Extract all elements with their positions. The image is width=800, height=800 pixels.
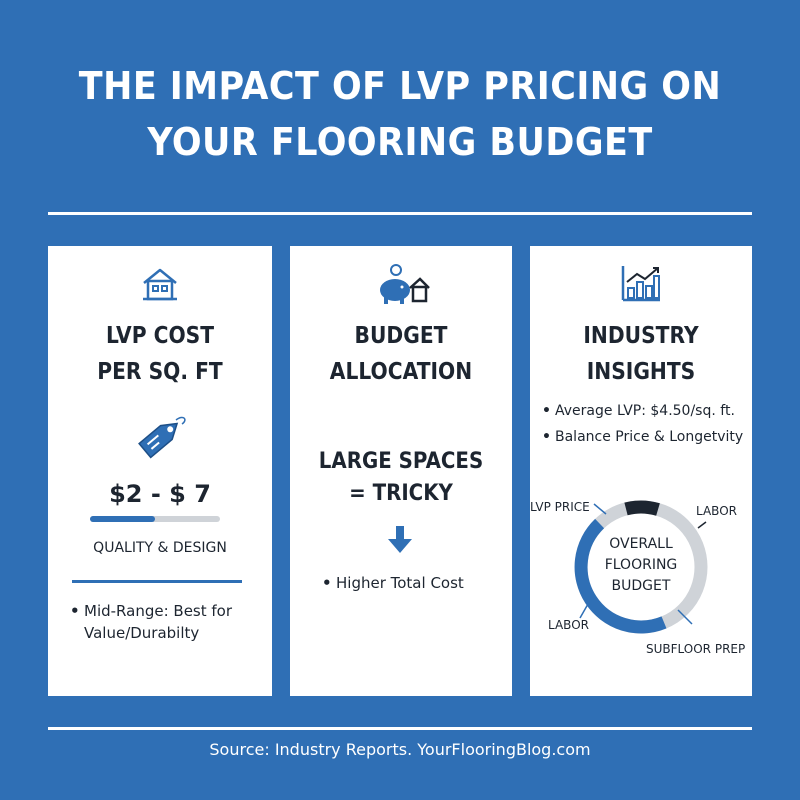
ring-segment-blue xyxy=(574,518,667,634)
card-lvp-cost: LVP COST PER SQ. FT $2 - $ 7 QUALITY & D… xyxy=(48,246,272,696)
house-icon xyxy=(143,268,177,301)
card-heading: INDUSTRY INSIGHTS xyxy=(543,318,738,390)
large-spaces-line-2: = TRICKY xyxy=(349,481,453,506)
budget-ring xyxy=(574,500,708,634)
ring-label-subfloor: SUBFLOOR PREP xyxy=(646,642,746,656)
title-line-1: THE IMPACT OF LVP PRICING ON xyxy=(78,64,722,108)
card-industry-insights: INDUSTRY INSIGHTS • Average LVP: $4.50/s… xyxy=(530,246,752,696)
bullet-line-2: Value/Durabilty xyxy=(84,624,200,642)
ring-center-line-3: BUDGET xyxy=(611,578,671,594)
bullet-line-1: Mid-Range: Best for xyxy=(84,602,233,620)
page-title: THE IMPACT OF LVP PRICING ON YOUR FLOORI… xyxy=(32,58,768,170)
heading-line-2: PER SQ. FT xyxy=(97,359,223,385)
bullet-mid-range: • Mid-Range: Best for Value/Durabilty xyxy=(70,600,260,644)
heading-line-1: LVP COST xyxy=(105,323,215,349)
bullet-average-lvp: • Average LVP: $4.50/sq. ft. xyxy=(542,400,748,422)
ring-label-labor-top: LABOR xyxy=(696,504,737,518)
ring-center-line-1: OVERALL xyxy=(609,536,673,552)
bottom-divider xyxy=(48,727,752,730)
large-spaces-text: LARGE SPACES = TRICKY xyxy=(301,446,501,510)
price-range-bar-fill xyxy=(90,516,155,522)
source-footer: Source: Industry Reports. YourFlooringBl… xyxy=(209,740,591,759)
heading-line-1: BUDGET xyxy=(354,323,448,349)
price-range-bar xyxy=(90,516,220,522)
bullet-higher-cost: • Higher Total Cost xyxy=(322,572,502,594)
large-spaces-line-1: LARGE SPACES xyxy=(318,449,484,474)
price-tag-icon xyxy=(138,416,186,459)
card-budget-allocation: BUDGET ALLOCATION LARGE SPACES = TRICKY … xyxy=(290,246,512,696)
ring-segment-dark xyxy=(624,500,660,516)
bullet-text: Higher Total Cost xyxy=(336,574,464,592)
top-divider xyxy=(48,212,752,215)
heading-line-1: INDUSTRY xyxy=(583,323,699,349)
bullet-text: Average LVP: $4.50/sq. ft. xyxy=(555,403,735,419)
card-heading: BUDGET ALLOCATION xyxy=(303,318,498,390)
range-label: QUALITY & DESIGN xyxy=(93,540,227,556)
bullet-balance: • Balance Price & Longetvity xyxy=(542,426,748,448)
card-heading: LVP COST PER SQ. FT xyxy=(61,318,258,390)
arrow-down-icon xyxy=(388,526,412,553)
ring-center-line-2: FLOORING xyxy=(604,557,678,573)
ring-center-label: OVERALL FLOORING BUDGET xyxy=(566,534,716,597)
heading-line-2: INSIGHTS xyxy=(586,359,696,385)
ring-label-labor-bottom: LABOR xyxy=(548,618,589,632)
piggy-bank-house-icon xyxy=(380,264,430,304)
ring-label-lvp-price: LVP PRICE xyxy=(530,500,590,514)
heading-line-2: ALLOCATION xyxy=(329,359,473,385)
card1-divider xyxy=(72,580,242,583)
price-range: $2 - $ 7 xyxy=(109,480,211,508)
bar-chart-growth-icon xyxy=(621,266,660,302)
bullet-text: Balance Price & Longetvity xyxy=(555,429,744,445)
title-line-2: YOUR FLOORING BUDGET xyxy=(147,120,653,164)
